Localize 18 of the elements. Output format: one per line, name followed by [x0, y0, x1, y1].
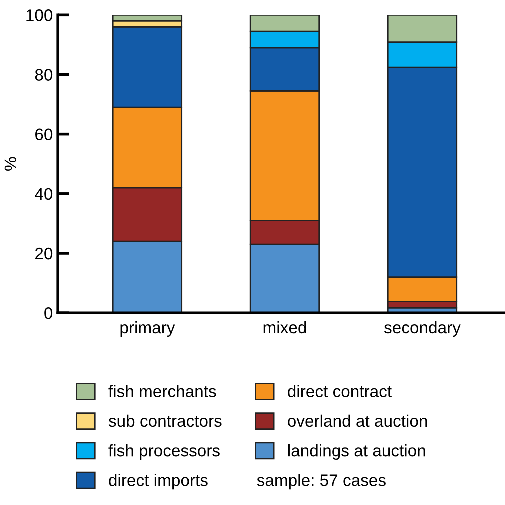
legend-label: overland at auction — [288, 414, 428, 428]
y-tick-label: 80 — [35, 69, 53, 81]
legend-label: landings at auction — [288, 444, 426, 460]
x-tick-label: secondary — [384, 321, 461, 337]
y-tick-label: 0 — [44, 308, 53, 320]
y-tick-label: 100 — [26, 10, 53, 22]
legend-label: fish processors — [108, 444, 220, 460]
y-axis-title: % — [4, 157, 16, 171]
legend-label: direct contract — [288, 385, 392, 398]
x-tick-label: mixed — [264, 321, 306, 334]
text: sample: 57 cases — [257, 474, 386, 490]
legend-label: direct imports — [109, 474, 208, 490]
x-tick-label: primary — [120, 321, 176, 337]
y-tick-label: 20 — [36, 248, 53, 260]
y-tick-label: 40 — [35, 188, 53, 200]
legend-label: fish merchants — [108, 385, 216, 398]
y-tick-label: 60 — [36, 128, 53, 141]
legend-label: sub contractors — [108, 414, 222, 428]
